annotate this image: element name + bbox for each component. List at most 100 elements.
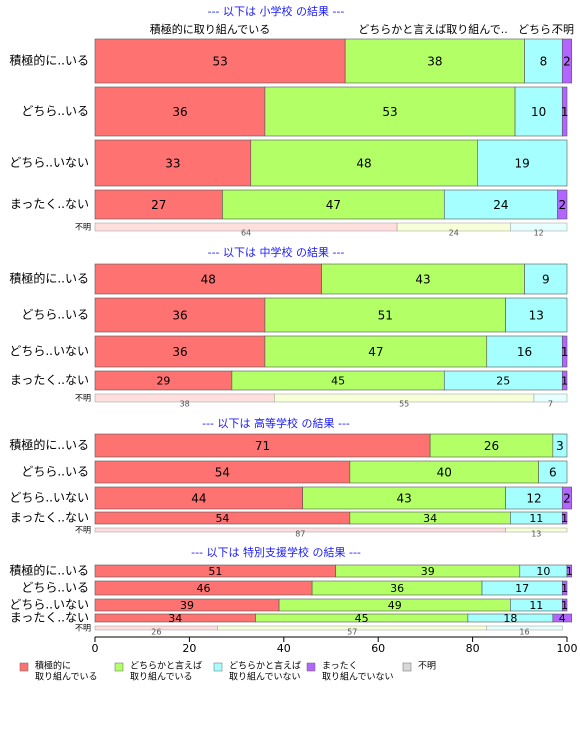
row-label: どちら..いない <box>9 344 89 358</box>
bar-segment <box>486 335 563 368</box>
bar-value-label: 36 <box>172 309 187 323</box>
unknown-segment <box>486 625 563 631</box>
legend-label: どちらかと言えば <box>229 660 301 672</box>
bar-value-label: 71 <box>255 439 270 453</box>
bar-value-label: 1 <box>566 565 573 578</box>
unknown-value-label: 64 <box>241 229 251 238</box>
group-title: --- 以下は 中学校 の結果 --- <box>208 245 345 259</box>
bar-value-label: 38 <box>427 55 442 69</box>
x-tick-label: 20 <box>182 642 196 655</box>
bar-value-label: 34 <box>168 612 182 625</box>
bar-value-label: 27 <box>151 198 166 212</box>
bar-value-label: 43 <box>415 273 430 287</box>
row-label: どちら..いない <box>9 491 89 505</box>
bar-value-label: 1 <box>561 375 568 388</box>
unknown-row-label: 不明 <box>75 526 91 535</box>
bar-value-label: 36 <box>172 345 187 359</box>
bar-segment <box>94 86 266 137</box>
bar-segment <box>561 335 568 368</box>
bar-segment <box>94 335 266 368</box>
bar-segment <box>552 613 573 623</box>
bar-segment <box>94 297 266 333</box>
row-label: どちら..いない <box>9 156 89 170</box>
legend-label: 取り組んでいる <box>130 671 193 683</box>
unknown-value-label: 7 <box>548 400 553 409</box>
unknown-row-label: 不明 <box>75 624 91 633</box>
unknown-value-label: 38 <box>180 400 190 409</box>
bar-value-label: 16 <box>517 345 532 359</box>
legend-swatch <box>114 662 124 672</box>
bar-value-label: 19 <box>515 157 530 171</box>
bar-value-label: 47 <box>368 345 383 359</box>
column-header-label: 不明 <box>552 23 574 36</box>
unknown-row-label: 不明 <box>75 223 91 232</box>
bar-value-label: 9 <box>542 273 550 287</box>
row-label: まったく..ない <box>10 373 89 387</box>
bar-value-label: 18 <box>503 612 517 625</box>
bar-segment <box>552 433 568 458</box>
row-label: 積極的に..いる <box>9 271 89 286</box>
bar-value-label: 36 <box>390 582 404 595</box>
bar-value-label: 1 <box>561 512 568 525</box>
bar-segment <box>557 189 568 220</box>
bar-value-label: 39 <box>180 599 194 612</box>
bar-segment <box>561 580 568 596</box>
bar-value-label: 34 <box>423 512 437 525</box>
bar-segment <box>264 297 506 333</box>
row-label: 積極的に..いる <box>9 437 89 452</box>
bar-value-label: 1 <box>561 582 568 595</box>
bar-value-label: 45 <box>355 612 369 625</box>
unknown-value-label: 57 <box>347 628 357 637</box>
unknown-value-label: 87 <box>295 530 305 539</box>
bar-value-label: 11 <box>529 512 543 525</box>
bar-segment <box>264 86 516 137</box>
row-label: まったく..ない <box>10 611 89 625</box>
bar-value-label: 40 <box>437 466 452 480</box>
bar-segment <box>94 189 223 220</box>
bar-value-label: 48 <box>201 273 216 287</box>
bar-segment <box>321 263 525 295</box>
bar-value-label: 26 <box>484 439 499 453</box>
x-tick-label: 80 <box>466 642 480 655</box>
bar-value-label: 11 <box>529 599 543 612</box>
unknown-value-label: 13 <box>531 530 541 539</box>
unknown-row-label: 不明 <box>75 394 91 403</box>
row-label: どちら..いる <box>21 581 89 595</box>
bar-segment <box>94 139 252 187</box>
row-label: どちら..いる <box>21 465 89 479</box>
legend-label: 不明 <box>418 661 436 672</box>
x-tick-label: 0 <box>92 642 99 655</box>
bar-value-label: 51 <box>378 309 393 323</box>
bar-segment <box>222 189 445 220</box>
bar-segment <box>561 38 573 84</box>
bar-value-label: 1 <box>561 105 569 119</box>
bar-value-label: 49 <box>388 599 402 612</box>
legend-swatch <box>213 662 223 672</box>
bar-value-label: 44 <box>191 492 206 506</box>
bar-segment <box>344 38 525 84</box>
legend-label: 取り組んでいない <box>229 671 301 683</box>
bar-value-label: 33 <box>165 157 180 171</box>
bar-segment <box>561 86 568 137</box>
legend-label: 取り組んでいる <box>35 671 98 683</box>
bar-value-label: 17 <box>515 582 529 595</box>
legend-label: どちらかと言えば <box>130 660 202 672</box>
bar-value-label: 1 <box>561 345 569 359</box>
legend-label: 取り組んでいない <box>322 671 394 683</box>
bar-segment <box>264 335 488 368</box>
bar-value-label: 8 <box>540 55 548 69</box>
bar-segment <box>561 486 573 510</box>
row-label: どちら..いる <box>21 308 89 322</box>
row-label: 積極的に..いる <box>9 563 89 578</box>
bar-segment <box>561 511 568 525</box>
bar-value-label: 29 <box>156 375 170 388</box>
bar-segment <box>561 598 568 612</box>
bar-value-label: 51 <box>208 565 222 578</box>
legend-label: まったく <box>322 661 358 672</box>
bar-value-label: 2 <box>558 198 566 212</box>
unknown-segment <box>510 222 568 232</box>
legend-swatch <box>402 662 412 672</box>
bar-segment <box>505 297 568 333</box>
bar-value-label: 4 <box>559 612 566 625</box>
